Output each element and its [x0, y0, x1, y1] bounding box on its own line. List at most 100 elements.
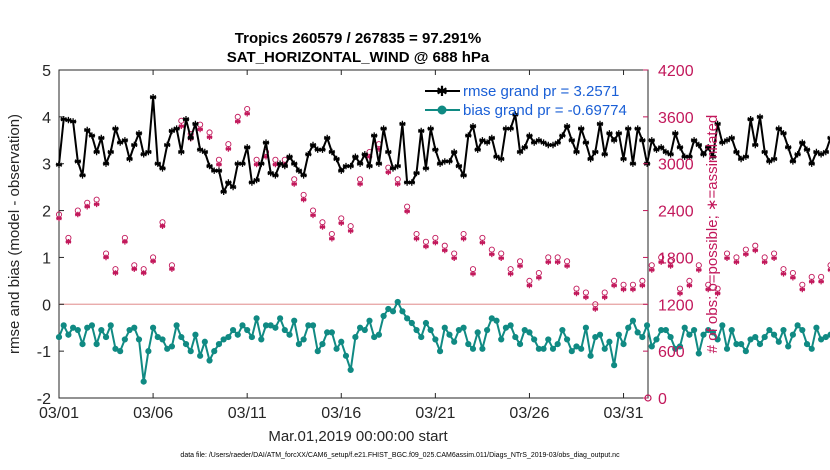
obs-assimilated-marker [385, 169, 392, 176]
obs-possible-marker [789, 269, 796, 277]
bias-point [291, 317, 298, 324]
bias-point [794, 322, 801, 329]
bias-point [747, 336, 754, 343]
bias-point [70, 324, 77, 331]
rmse-point [243, 144, 251, 151]
obs-assimilated-marker [347, 228, 354, 234]
bias-point [545, 336, 552, 343]
rmse-point [681, 153, 688, 160]
rmse-point [799, 139, 806, 146]
obs-assimilated-marker [724, 255, 730, 261]
bias-point [154, 333, 161, 341]
bias-point [601, 345, 608, 352]
rmse-point [352, 153, 359, 160]
rmse-point [780, 130, 787, 137]
obs-assimilated-marker [319, 224, 326, 230]
rmse-point [676, 144, 684, 151]
bias-point [643, 322, 651, 329]
bias-point [502, 324, 510, 331]
bias-point [389, 308, 397, 315]
bias-point [615, 331, 622, 338]
bias-point [709, 329, 717, 336]
y-tick-right-label: 1200 [658, 297, 694, 314]
rmse-point [135, 130, 143, 137]
bias-point [328, 329, 335, 336]
obs-assimilated-marker [601, 294, 608, 301]
rmse-point [695, 141, 703, 149]
obs-assimilated-marker [122, 239, 128, 245]
rmse-point [709, 153, 717, 160]
x-tick-label: 03/06 [133, 405, 173, 422]
rmse-point [441, 158, 448, 165]
bias-point [554, 341, 561, 348]
bias-point [159, 336, 166, 343]
obs-possible-marker [780, 266, 787, 273]
rmse-point [215, 167, 223, 174]
bias-point [719, 322, 726, 329]
bias-point [634, 329, 641, 336]
rmse-point [615, 130, 623, 137]
obs-assimilated-marker [234, 118, 241, 125]
bias-point [408, 319, 415, 327]
rmse-point [690, 137, 698, 144]
rmse-point [239, 160, 246, 167]
rmse-point [714, 120, 721, 128]
y-tick-left-label: 1 [42, 250, 51, 267]
rmse-point [436, 160, 444, 167]
obs-assimilated-marker [93, 201, 100, 208]
rmse-point [262, 139, 270, 146]
bias-point [441, 324, 448, 331]
bias-point [648, 343, 655, 350]
obs-assimilated-marker [197, 126, 203, 133]
bias-point [465, 341, 472, 348]
obs-assimilated-marker [225, 146, 232, 152]
bias-point [752, 333, 759, 341]
bias-point [74, 326, 81, 334]
rmse-point [516, 148, 524, 156]
obs-possible-marker [771, 250, 778, 257]
rmse-point [65, 116, 72, 124]
bias-point [117, 348, 124, 355]
rmse-point [700, 151, 707, 158]
rmse-point [380, 125, 387, 132]
obs-assimilated-marker [507, 271, 514, 277]
rmse-point [639, 137, 646, 144]
bias-point [277, 315, 284, 322]
bias-point [173, 322, 180, 329]
rmse-point [493, 153, 500, 160]
obs-assimilated-marker [489, 251, 495, 258]
obs-assimilated-marker [56, 215, 62, 222]
bias-point [187, 348, 194, 355]
bias-point [422, 319, 430, 327]
rmse-point [196, 146, 204, 153]
bias-point [479, 345, 486, 352]
rmse-point [408, 179, 416, 186]
rmse-point [79, 172, 86, 179]
rmse-point [164, 141, 171, 149]
bias-point [65, 331, 72, 338]
rmse-point [592, 148, 599, 156]
rmse-point [474, 146, 481, 153]
bias-point [780, 326, 787, 334]
bias-point [606, 338, 613, 345]
rmse-point [413, 169, 420, 177]
bias-point [700, 331, 707, 338]
rmse-point [625, 125, 632, 132]
obs-possible-marker [648, 262, 655, 269]
obs-assimilated-marker [112, 270, 119, 276]
obs-possible-marker [723, 250, 731, 257]
obs-assimilated-marker [272, 161, 279, 168]
bias-point [140, 378, 147, 385]
bias-point [653, 336, 660, 343]
obs-assimilated-marker [329, 235, 335, 242]
bias-point [102, 333, 110, 341]
rmse-point [220, 188, 227, 195]
rmse-point [770, 155, 778, 163]
bias-point [342, 352, 350, 359]
obs-assimilated-marker [216, 161, 222, 168]
rmse-point [399, 120, 406, 128]
obs-assimilated-marker [338, 220, 345, 226]
rmse-point [178, 148, 185, 156]
rmse-point [737, 155, 745, 163]
rmse-point [648, 137, 655, 144]
